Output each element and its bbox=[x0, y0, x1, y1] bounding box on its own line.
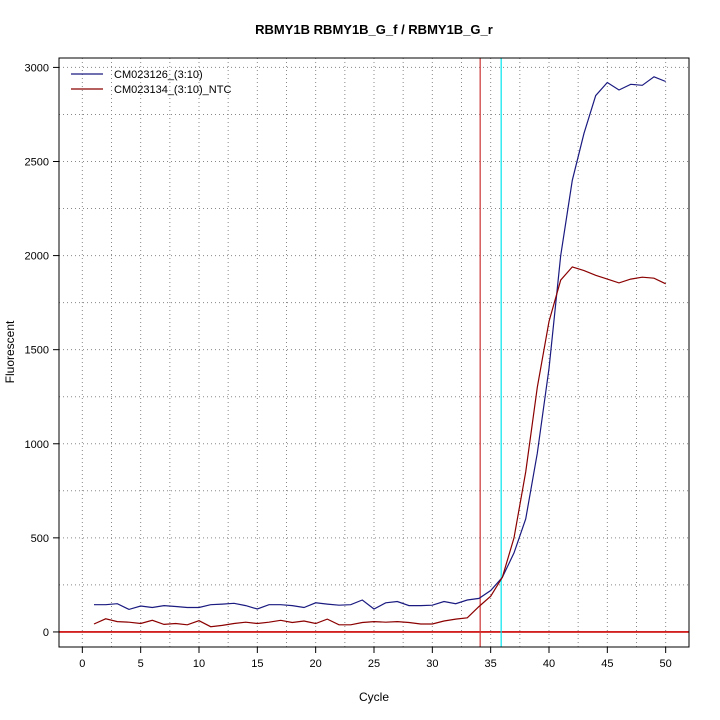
legend-label-2: CM023134_(3:10)_NTC bbox=[114, 84, 231, 96]
y-tick-label: 1500 bbox=[25, 345, 49, 357]
series-line-1 bbox=[94, 76, 666, 611]
x-tick-label: 50 bbox=[660, 658, 672, 670]
y-axis-label: Fluorescent bbox=[3, 320, 17, 383]
x-tick-label: 45 bbox=[601, 658, 613, 670]
x-tick-label: 15 bbox=[251, 658, 263, 670]
y-tick-label: 1000 bbox=[25, 439, 49, 451]
y-tick-label: 3000 bbox=[25, 62, 49, 74]
x-tick-label: 0 bbox=[79, 658, 85, 670]
x-tick-label: 30 bbox=[426, 658, 438, 670]
y-tick-label: 0 bbox=[43, 627, 49, 639]
x-tick-label: 10 bbox=[193, 658, 205, 670]
x-tick-label: 5 bbox=[138, 658, 144, 670]
x-tick-label: 40 bbox=[543, 658, 555, 670]
x-tick-label: 20 bbox=[310, 658, 322, 670]
x-axis-label: Cycle bbox=[359, 690, 389, 704]
legend-label-1: CM023126_(3:10) bbox=[114, 69, 203, 81]
plot-area: 0 5 10 15 20 25 30 35 40 45 5005001000150020002500… bbox=[25, 57, 690, 670]
y-tick-label: 500 bbox=[31, 533, 49, 545]
y-tick-label: 2000 bbox=[25, 251, 49, 263]
series-line-2 bbox=[93, 266, 666, 628]
x-tick-label: 35 bbox=[485, 658, 497, 670]
y-tick-label: 2500 bbox=[25, 156, 49, 168]
x-tick-label: 25 bbox=[368, 658, 380, 670]
chart-title: RBMY1B RBMY1B_G_f / RBMY1B_G_r bbox=[255, 22, 493, 37]
